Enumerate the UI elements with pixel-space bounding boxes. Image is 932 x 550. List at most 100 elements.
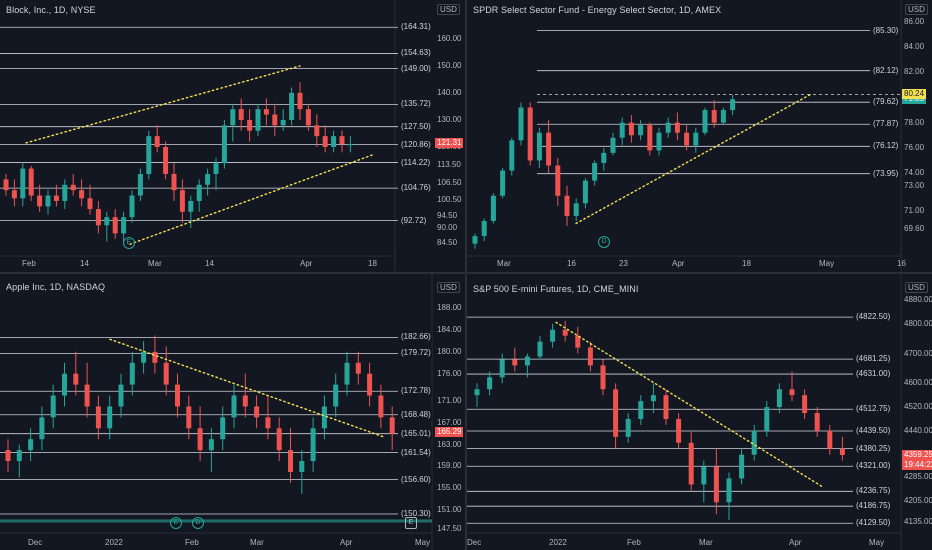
- candle-body[interactable]: [79, 190, 85, 199]
- candle-body[interactable]: [62, 184, 68, 201]
- currency-button[interactable]: USD: [905, 4, 928, 15]
- chart-canvas-es[interactable]: [467, 274, 932, 550]
- candle-body[interactable]: [600, 365, 606, 390]
- candle-body[interactable]: [764, 407, 770, 431]
- candle-body[interactable]: [265, 417, 271, 429]
- candle-body[interactable]: [16, 450, 22, 462]
- candle-body[interactable]: [255, 109, 261, 131]
- candle-body[interactable]: [702, 110, 708, 133]
- candle-body[interactable]: [582, 180, 588, 204]
- candle-body[interactable]: [512, 359, 518, 366]
- candle-body[interactable]: [322, 136, 328, 147]
- candle-body[interactable]: [118, 384, 124, 407]
- candle-body[interactable]: [321, 406, 327, 429]
- trend-line[interactable]: [555, 321, 823, 488]
- candle-body[interactable]: [500, 170, 506, 196]
- candle-body[interactable]: [776, 389, 782, 408]
- trend-line[interactable]: [575, 92, 813, 225]
- candle-body[interactable]: [70, 184, 76, 191]
- candle-body[interactable]: [562, 329, 568, 336]
- candle-body[interactable]: [146, 136, 152, 174]
- candle-body[interactable]: [314, 125, 320, 137]
- candle-body[interactable]: [37, 195, 43, 207]
- candle-body[interactable]: [693, 132, 699, 146]
- candle-body[interactable]: [389, 417, 395, 434]
- candle-body[interactable]: [814, 413, 820, 431]
- candle-body[interactable]: [587, 347, 593, 366]
- candle-body[interactable]: [28, 439, 34, 451]
- candle-body[interactable]: [163, 362, 169, 385]
- candle-body[interactable]: [289, 92, 295, 120]
- candle-body[interactable]: [490, 195, 496, 221]
- candle-body[interactable]: [299, 461, 305, 472]
- candle-body[interactable]: [230, 109, 236, 126]
- candle-body[interactable]: [701, 466, 707, 485]
- candle-body[interactable]: [711, 110, 717, 123]
- candle-body[interactable]: [263, 109, 269, 115]
- candle-body[interactable]: [104, 217, 110, 226]
- candle-body[interactable]: [688, 442, 694, 485]
- candle-body[interactable]: [592, 162, 598, 181]
- candle-body[interactable]: [129, 362, 135, 385]
- candle-body[interactable]: [242, 395, 248, 407]
- event-marker[interactable]: D: [598, 236, 610, 248]
- candle-body[interactable]: [647, 125, 653, 151]
- candle-body[interactable]: [663, 395, 669, 419]
- candle-body[interactable]: [137, 173, 143, 196]
- candle-body[interactable]: [474, 389, 480, 396]
- candle-body[interactable]: [28, 168, 34, 196]
- currency-button[interactable]: USD: [905, 282, 928, 293]
- vertical-divider[interactable]: [465, 0, 467, 550]
- candle-body[interactable]: [208, 439, 214, 451]
- chart-canvas-block[interactable]: [0, 0, 465, 272]
- candle-body[interactable]: [310, 428, 316, 462]
- event-marker[interactable]: D: [192, 517, 204, 529]
- candle-body[interactable]: [355, 362, 361, 374]
- candle-body[interactable]: [481, 220, 487, 237]
- candle-body[interactable]: [84, 384, 90, 407]
- candle-body[interactable]: [739, 454, 745, 479]
- candle-body[interactable]: [196, 184, 202, 201]
- candle-body[interactable]: [550, 329, 556, 342]
- candle-body[interactable]: [613, 389, 619, 437]
- candle-body[interactable]: [665, 122, 671, 133]
- candle-body[interactable]: [152, 351, 158, 363]
- horizontal-divider[interactable]: [0, 272, 932, 274]
- candle-body[interactable]: [62, 373, 67, 396]
- candle-body[interactable]: [276, 428, 282, 451]
- candle-body[interactable]: [347, 144, 353, 146]
- candle-body[interactable]: [684, 132, 690, 146]
- candle-body[interactable]: [112, 217, 118, 234]
- candle-body[interactable]: [288, 450, 293, 472]
- candle-body[interactable]: [339, 136, 345, 145]
- candle-body[interactable]: [73, 373, 79, 385]
- candle-body[interactable]: [39, 417, 45, 440]
- candle-body[interactable]: [518, 107, 524, 141]
- currency-button[interactable]: USD: [437, 282, 460, 293]
- candle-body[interactable]: [344, 362, 350, 385]
- candle-body[interactable]: [730, 99, 736, 111]
- candle-body[interactable]: [573, 203, 579, 216]
- candle-body[interactable]: [107, 406, 113, 429]
- candle-body[interactable]: [650, 395, 656, 402]
- candle-body[interactable]: [839, 448, 845, 455]
- candle-body[interactable]: [95, 406, 101, 429]
- candle-body[interactable]: [619, 122, 625, 138]
- candle-body[interactable]: [527, 107, 533, 161]
- candle-body[interactable]: [186, 406, 192, 429]
- candle-body[interactable]: [154, 136, 160, 147]
- event-marker[interactable]: E: [170, 517, 182, 529]
- candle-body[interactable]: [720, 110, 726, 123]
- candle-body[interactable]: [331, 136, 337, 147]
- candle-body[interactable]: [280, 119, 286, 126]
- candle-body[interactable]: [175, 384, 180, 407]
- candle-body[interactable]: [205, 173, 211, 185]
- candle-body[interactable]: [367, 373, 373, 396]
- candle-body[interactable]: [638, 125, 644, 136]
- candle-body[interactable]: [213, 163, 219, 174]
- candle-body[interactable]: [5, 450, 11, 462]
- candle-body[interactable]: [726, 478, 732, 503]
- event-marker[interactable]: E: [405, 517, 417, 529]
- chart-panel-block[interactable]: Block, Inc., 1D, NYSE USD (164.31) (154.6…: [0, 0, 465, 272]
- candle-body[interactable]: [20, 168, 26, 199]
